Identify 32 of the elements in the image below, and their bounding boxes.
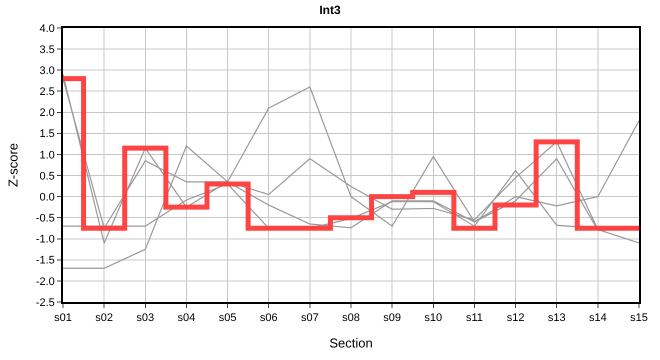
x-tick-label: s06 [260, 312, 278, 324]
x-tick-label: s15 [630, 312, 648, 324]
y-tick-label: 3.5 [40, 44, 55, 56]
x-tick-label: s09 [383, 312, 402, 324]
x-tick-label: s10 [424, 312, 442, 324]
y-tick-label: -1.5 [36, 254, 55, 267]
y-tick-label: 2.5 [40, 86, 55, 98]
x-tick-label: s03 [136, 312, 154, 324]
y-tick-label: 0.5 [40, 170, 55, 182]
y-tick-label: 1.0 [40, 149, 55, 162]
y-tick-label: 1.5 [40, 128, 55, 140]
chart-title: Int3 [319, 2, 341, 17]
x-tick-label: s07 [300, 312, 319, 324]
y-tick-label: 2.0 [40, 107, 55, 120]
x-tick-label: s08 [342, 312, 360, 324]
y-axis-title: Z-score [5, 142, 20, 188]
x-tick-label: s14 [588, 312, 607, 324]
y-tick-label: -1.0 [36, 234, 55, 246]
y-tick-label: -0.5 [36, 212, 55, 225]
y-tick-label: 3.0 [40, 65, 55, 77]
x-tick-label: s13 [548, 312, 566, 324]
x-tick-label: s04 [178, 312, 196, 324]
x-tick-label: s01 [54, 312, 72, 324]
x-tick-label: s11 [466, 312, 483, 324]
x-tick-label: s02 [95, 312, 114, 324]
y-tick-label: 0.0 [40, 191, 55, 204]
x-tick-label: s12 [506, 312, 524, 324]
x-tick-label: s05 [218, 312, 236, 324]
y-tick-label: -2.0 [36, 276, 55, 288]
x-axis-title: Section [329, 335, 373, 350]
y-tick-label: -2.5 [36, 296, 55, 309]
y-tick-label: 4.0 [40, 22, 55, 35]
